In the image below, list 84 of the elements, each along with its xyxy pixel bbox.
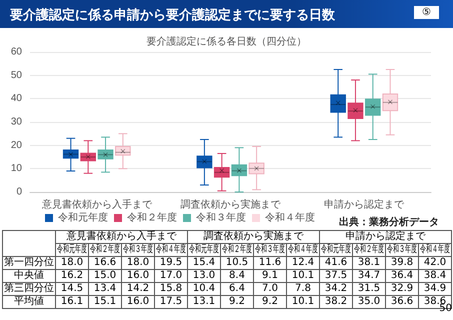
- y-tick-label: 40: [10, 93, 22, 104]
- text: 36.4: [390, 270, 414, 281]
- text: 第一四分位: [2, 256, 56, 270]
- text: 令和２年度: [354, 244, 384, 255]
- text: 令和３年度: [255, 244, 285, 255]
- text: 37.5: [324, 270, 348, 281]
- source-note: 出典：業務分析データ: [339, 216, 439, 229]
- text: 令和元年度: [57, 244, 87, 255]
- text: ⑤: [414, 6, 439, 19]
- text: 令和４年度: [288, 244, 318, 255]
- text: 9.1: [262, 270, 278, 281]
- text: 16.0: [126, 296, 150, 307]
- text: 17.0: [160, 270, 182, 281]
- text: 14.2: [126, 283, 150, 294]
- text: 13.0: [192, 270, 216, 281]
- text: 15.8: [160, 283, 182, 294]
- legend-label: 令和２年度: [127, 212, 177, 224]
- text: 42.0: [424, 257, 446, 268]
- text: 10.4: [192, 283, 216, 294]
- text: 令和３年度: [387, 244, 417, 255]
- text: 16.1: [60, 296, 84, 307]
- text: 令和２年度: [90, 244, 120, 255]
- text: 第三四分位: [2, 282, 56, 296]
- text: 令和４年度: [420, 244, 450, 255]
- y-tick-label: 20: [10, 140, 22, 151]
- text: 6.4: [229, 283, 245, 294]
- text: 平均値: [2, 296, 56, 308]
- category-label: 調査依頼から実施まで: [204, 231, 304, 242]
- text: 32.9: [390, 283, 414, 294]
- text: 31.5: [358, 283, 380, 294]
- text: 34.9: [424, 283, 446, 294]
- text: 41.6: [324, 257, 348, 268]
- text: 10.1: [292, 296, 314, 307]
- legend-label: 令和元年度: [58, 212, 108, 224]
- text: 17.5: [160, 296, 182, 307]
- text: 15.4: [192, 257, 216, 268]
- x-tick-label: 申請から認定まで: [324, 198, 406, 210]
- chart-subtitle: 要介護認定に係る各日数（四分位）: [146, 36, 306, 48]
- text: 9.2: [229, 296, 245, 307]
- text: 38.1: [358, 257, 380, 268]
- text: 15.0: [94, 270, 116, 281]
- category-label: 申請から認定まで: [346, 231, 426, 242]
- text: 11.6: [258, 257, 282, 268]
- text: 14.5: [60, 283, 84, 294]
- text: 令和３年度: [123, 244, 153, 255]
- y-tick-label: 0: [16, 186, 22, 198]
- text: 10.5: [226, 257, 248, 268]
- text: 中央値: [2, 270, 56, 282]
- text: 38.4: [424, 270, 446, 281]
- x-tick-label: 意見書依頼から入手まで: [40, 198, 153, 210]
- text: 38.2: [324, 296, 348, 307]
- y-tick-label: 10: [10, 163, 22, 174]
- text: 16.2: [60, 270, 84, 281]
- text: 34.7: [358, 270, 380, 281]
- text: 10.1: [292, 270, 314, 281]
- text: 34.2: [324, 283, 348, 294]
- text: 15.1: [94, 296, 116, 307]
- x-tick-label: 調査依頼から実施まで: [180, 198, 282, 210]
- text: 9.2: [262, 296, 278, 307]
- text: 18.0: [126, 257, 150, 268]
- legend-label: 令和４年度: [265, 212, 315, 224]
- text: 12.4: [292, 257, 314, 268]
- text: 35.0: [358, 296, 380, 307]
- text: 39.8: [390, 257, 414, 268]
- text: 16.0: [126, 270, 150, 281]
- category-label: 意見書依頼から入手まで: [66, 231, 176, 242]
- text: 7.0: [262, 283, 278, 294]
- y-tick-label: 50: [10, 70, 22, 81]
- chart-title: 要介護認定に係る申請から要介護認定までに要する日数: [10, 6, 335, 24]
- text: 16.6: [94, 257, 116, 268]
- text: 令和元年度: [189, 244, 219, 255]
- text: 8.4: [229, 270, 245, 281]
- text: 18.0: [60, 257, 84, 268]
- text: 13.1: [192, 296, 216, 307]
- y-tick-label: 60: [10, 46, 22, 58]
- text: 令和２年度: [222, 244, 252, 255]
- text: 7.8: [295, 283, 311, 294]
- y-tick-label: 30: [10, 116, 22, 128]
- text: 令和４年度: [156, 244, 186, 255]
- text: 13.4: [94, 283, 116, 294]
- text: 36.6: [390, 296, 414, 307]
- text: 令和元年度: [321, 244, 351, 255]
- text: 19.5: [160, 257, 182, 268]
- legend-label: 令和３年度: [196, 212, 246, 224]
